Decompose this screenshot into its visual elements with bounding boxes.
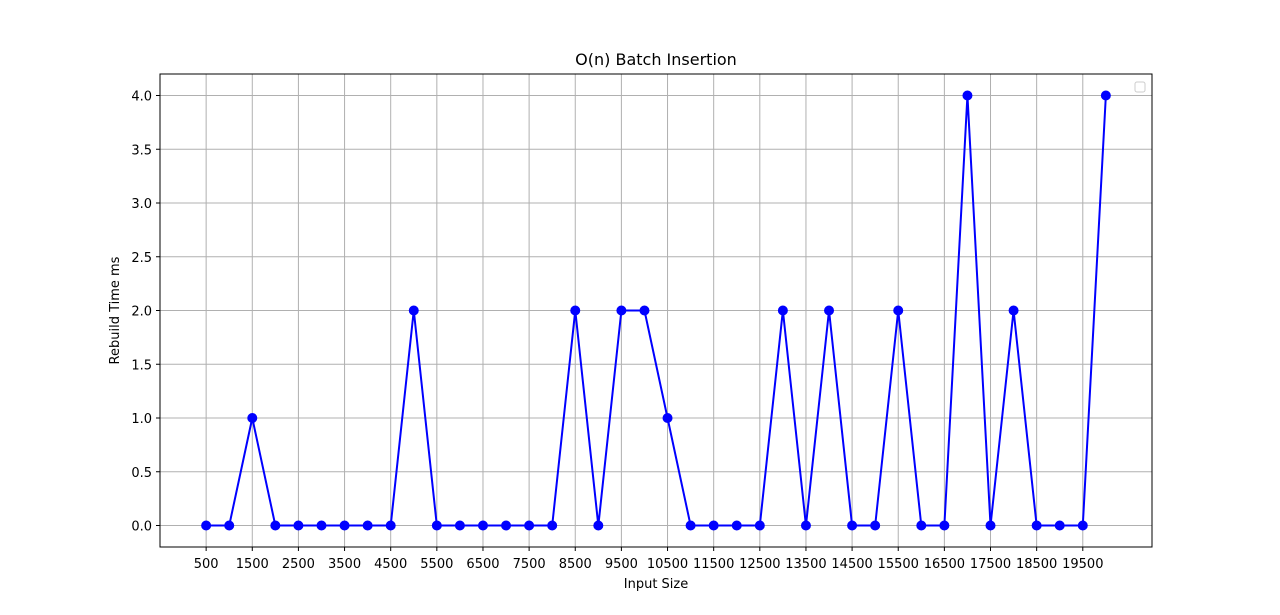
data-point	[662, 413, 673, 423]
data-point	[247, 413, 258, 423]
data-point	[547, 520, 558, 531]
data-point	[1008, 305, 1019, 316]
axis-ticks: 500 1500 2500 3500 4500 5500 6500 7500 8500 9500 1…	[131, 90, 1103, 573]
data-point	[408, 305, 419, 316]
x-tick-label: 500	[194, 557, 219, 572]
data-point	[708, 520, 719, 531]
x-tick-label: 11500	[693, 557, 734, 572]
data-point	[224, 520, 235, 531]
data-point	[339, 520, 350, 531]
data-point	[800, 520, 811, 531]
data-point	[270, 520, 281, 531]
y-tick-label: 0.5	[131, 466, 152, 481]
x-tick-label: 8500	[559, 557, 592, 572]
x-tick-label: 15500	[878, 557, 919, 572]
x-tick-label: 6500	[466, 557, 499, 572]
y-tick-label: 1.5	[131, 358, 152, 373]
data-point	[685, 520, 696, 531]
data-point	[824, 305, 835, 316]
y-tick-label: 4.0	[131, 90, 152, 105]
series	[201, 90, 1111, 531]
y-tick-label: 3.0	[131, 197, 152, 212]
x-tick-label: 4500	[374, 557, 407, 572]
data-point	[916, 520, 927, 531]
x-axis-title: Input Size	[624, 577, 688, 592]
x-tick-label: 2500	[282, 557, 315, 572]
data-point	[731, 520, 742, 531]
data-point	[501, 520, 512, 531]
data-point	[477, 520, 488, 531]
x-tick-label: 13500	[785, 557, 826, 572]
y-tick-label: 0.0	[131, 520, 152, 535]
data-point	[201, 520, 212, 531]
data-point	[1100, 90, 1111, 101]
x-tick-label: 7500	[513, 557, 546, 572]
y-tick-label: 2.5	[131, 251, 152, 266]
y-tick-label: 3.5	[131, 143, 152, 158]
data-point	[777, 305, 788, 316]
y-tick-label: 1.0	[131, 412, 152, 427]
x-tick-label: 17500	[970, 557, 1011, 572]
x-tick-label: 12500	[739, 557, 780, 572]
x-tick-label: 3500	[328, 557, 361, 572]
data-point	[362, 520, 373, 531]
data-point	[639, 305, 650, 316]
data-point	[431, 520, 442, 531]
data-point	[1054, 520, 1065, 531]
data-point	[754, 520, 765, 531]
data-point	[962, 90, 973, 101]
data-point	[939, 520, 950, 531]
data-point	[985, 520, 996, 531]
x-tick-label: 14500	[831, 557, 872, 572]
y-axis-title: Rebuild Time ms	[108, 256, 123, 364]
legend-box	[1134, 81, 1146, 93]
x-tick-label: 18500	[1016, 557, 1057, 572]
data-point	[524, 520, 535, 531]
data-point	[847, 520, 858, 531]
data-point	[316, 520, 327, 531]
x-tick-label: 1500	[236, 557, 269, 572]
x-tick-label: 10500	[647, 557, 688, 572]
data-point	[870, 520, 881, 531]
data-point	[385, 520, 396, 531]
data-point	[454, 520, 465, 531]
data-point	[570, 305, 581, 316]
data-point	[893, 305, 904, 316]
x-tick-label: 19500	[1062, 557, 1103, 572]
data-point	[593, 520, 604, 531]
y-tick-label: 2.0	[131, 305, 152, 320]
series-line	[206, 94, 1107, 527]
chart-title: O(n) Batch Insertion	[575, 50, 737, 69]
data-point	[293, 520, 304, 531]
data-point	[1077, 520, 1088, 531]
x-tick-label: 5500	[420, 557, 453, 572]
data-point	[616, 305, 627, 316]
x-tick-label: 16500	[924, 557, 965, 572]
x-tick-label: 9500	[605, 557, 638, 572]
data-point	[1031, 520, 1042, 531]
